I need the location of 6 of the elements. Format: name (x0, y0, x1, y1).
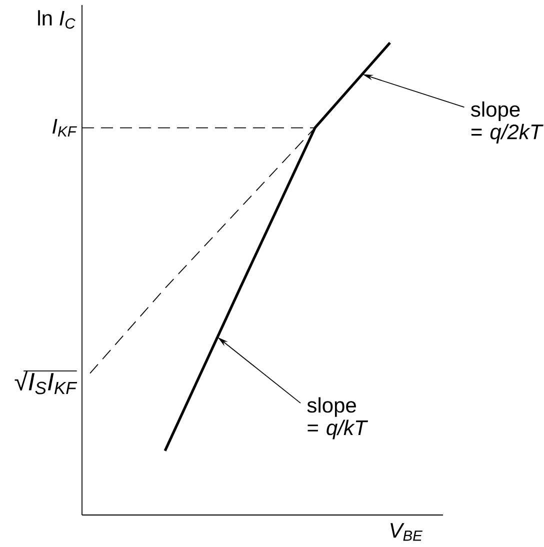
x-axis-title: V$_{BE}$ (390, 523, 423, 541)
text: √I$_{S}$I$_{KF}$ (14, 370, 78, 394)
text: ln I$_{C}$ (38, 10, 76, 29)
annotation: slope = q/kT (307, 397, 368, 440)
ref-line-label: I$_{KF}$ (52, 118, 77, 137)
text: slope = q/2kT (471, 101, 544, 144)
